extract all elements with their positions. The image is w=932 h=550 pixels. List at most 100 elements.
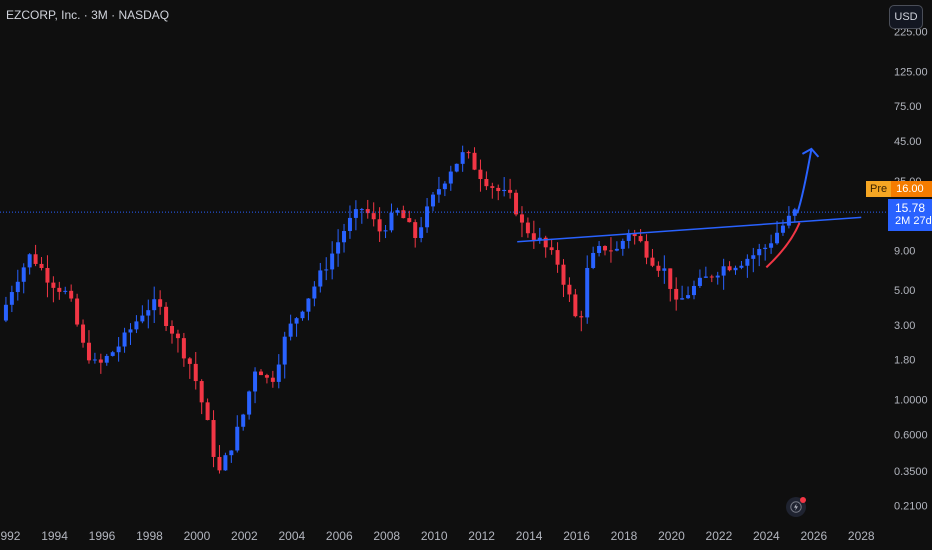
time-tick-label: 2016: [563, 529, 590, 543]
candle-body: [235, 426, 240, 451]
candle-body: [164, 306, 169, 326]
last-price-tag: 15.78 2M 27d: [888, 199, 932, 231]
candle-body: [792, 209, 797, 216]
candle-body: [158, 299, 163, 307]
candle-body: [709, 276, 714, 278]
candle-body: [496, 187, 501, 192]
time-tick-label: 2024: [753, 529, 780, 543]
time-axis[interactable]: 1992 1994 1996 1998 2000 2002 2004 2006 2008 2010…: [0, 529, 875, 543]
currency-button[interactable]: USD: [889, 5, 923, 29]
time-tick-label: 2026: [800, 529, 827, 543]
candle-body: [389, 212, 394, 231]
candle-body: [347, 217, 352, 232]
candle-body: [318, 270, 323, 287]
time-tick-label: 2004: [278, 529, 305, 543]
lightning-bolt-icon: [790, 501, 802, 513]
candle-body: [419, 227, 424, 238]
candle-body: [579, 316, 584, 318]
candle-body: [662, 268, 667, 271]
candle-body: [436, 189, 441, 195]
candle-body: [431, 194, 435, 207]
candle-body: [217, 456, 222, 471]
candle-body: [104, 355, 109, 363]
candle-body: [680, 298, 685, 300]
time-tick-label: 2008: [373, 529, 400, 543]
candle-body: [175, 333, 180, 339]
candle-body: [691, 285, 696, 296]
price-tick-label: 75.00: [894, 101, 922, 113]
candle-body: [573, 294, 578, 317]
flash-icon[interactable]: [786, 497, 806, 517]
candle-body: [597, 246, 602, 253]
candle-body: [336, 242, 341, 254]
symbol-title: EZCORP, Inc. · 3M · NASDAQ: [6, 8, 170, 22]
candle-body: [786, 215, 791, 226]
candle-body: [668, 268, 673, 289]
candle-body: [300, 311, 305, 319]
candle-body: [9, 292, 14, 305]
candle-body: [39, 263, 44, 269]
candle-body: [608, 250, 613, 252]
candle-body: [769, 243, 774, 248]
candle-body: [733, 267, 738, 271]
candle-body: [508, 189, 513, 193]
candle-body: [775, 232, 780, 244]
pre-market-value: 16.00: [891, 181, 932, 197]
candle-body: [442, 183, 447, 190]
candle-body: [116, 346, 121, 353]
pre-market-label: Pre: [866, 181, 892, 197]
time-tick-label: 2028: [848, 529, 875, 543]
trendline: [517, 216, 862, 243]
candle-body: [21, 267, 26, 282]
candle-body: [371, 213, 376, 220]
price-tick-label: 1.80: [894, 355, 915, 367]
pre-market-price-tag: Pre 16.00: [866, 181, 932, 197]
candle-body: [514, 192, 519, 215]
time-tick-label: 2006: [326, 529, 353, 543]
candle-body: [57, 287, 62, 292]
candle-body: [555, 250, 560, 265]
candle-body: [739, 265, 744, 268]
candle-body: [110, 352, 115, 356]
candle-body: [425, 206, 430, 228]
candle-body: [377, 219, 382, 232]
candle-body: [603, 246, 608, 251]
candle-body: [383, 230, 388, 232]
candle-body: [75, 298, 80, 325]
candle-body: [751, 255, 756, 259]
candle-body: [229, 450, 234, 456]
bar-countdown: 2M 27d: [895, 215, 932, 227]
candle-body: [276, 364, 281, 382]
candle-body: [478, 169, 483, 180]
price-tick-label: 3.00: [894, 320, 915, 332]
price-axis[interactable]: 225.00125.0075.0045.0025.009.005.003.001…: [894, 26, 928, 512]
time-tick-label: 2018: [611, 529, 638, 543]
projection-arrow: [796, 148, 813, 214]
candle-body: [98, 359, 103, 363]
candle-body: [294, 318, 299, 324]
candle-body: [187, 358, 192, 364]
candle-body: [567, 284, 572, 295]
candle-body: [674, 288, 679, 300]
time-tick-label: 2002: [231, 529, 258, 543]
candle-body: [703, 276, 708, 278]
candle-body: [205, 402, 210, 421]
candle-body: [152, 299, 157, 311]
candle-body: [128, 329, 133, 333]
candle-body: [561, 264, 566, 285]
candle-body: [27, 254, 32, 268]
candle-body: [51, 282, 56, 288]
candle-body: [644, 241, 649, 258]
candle-body: [656, 265, 661, 271]
candle-body: [270, 377, 275, 382]
candle-body: [460, 152, 465, 164]
candle-body: [288, 323, 293, 337]
candle-body: [146, 310, 151, 316]
candle-body: [472, 152, 477, 170]
candle-body: [484, 179, 489, 187]
candle-body: [365, 209, 370, 214]
candle-body: [247, 391, 252, 415]
candle-body: [140, 315, 145, 322]
candle-body: [614, 248, 619, 251]
